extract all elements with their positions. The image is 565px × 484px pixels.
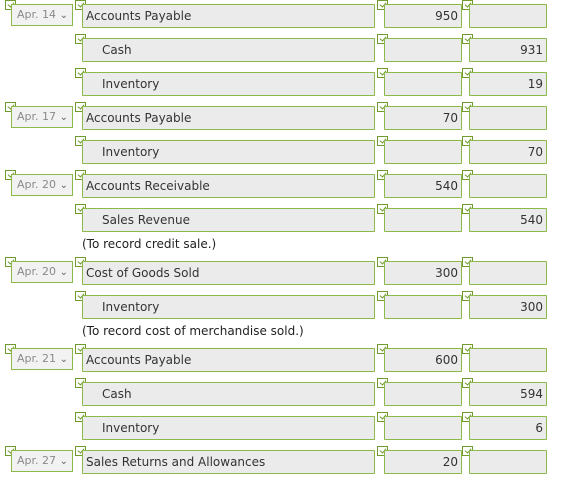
journal-row: Inventory 300 bbox=[0, 291, 565, 329]
credit-field[interactable]: 931 bbox=[469, 38, 547, 62]
account-field[interactable]: Accounts Payable bbox=[82, 106, 375, 130]
account-field[interactable]: Accounts Payable bbox=[82, 348, 375, 372]
debit-field[interactable]: 300 bbox=[384, 261, 462, 285]
date-value: Apr. 27 bbox=[17, 454, 57, 467]
debit-field[interactable]: 540 bbox=[384, 174, 462, 198]
credit-field[interactable] bbox=[469, 4, 547, 28]
date-select[interactable]: Apr. 27 ⌄ bbox=[11, 450, 73, 472]
journal-row: Cash 931 bbox=[0, 34, 565, 72]
credit-field[interactable] bbox=[469, 106, 547, 130]
debit-field[interactable] bbox=[384, 382, 462, 406]
debit-field[interactable] bbox=[384, 208, 462, 232]
journal-row: Apr. 20 ⌄ Cost of Goods Sold 300 bbox=[0, 257, 565, 295]
account-field[interactable]: Inventory bbox=[82, 416, 375, 440]
account-field[interactable]: Sales Revenue bbox=[82, 208, 375, 232]
credit-field[interactable] bbox=[469, 261, 547, 285]
date-select[interactable]: Apr. 21 ⌄ bbox=[11, 348, 73, 370]
entry-explanation: (To record cost of merchandise sold.) bbox=[82, 324, 304, 338]
chevron-down-icon: ⌄ bbox=[59, 267, 68, 278]
credit-field[interactable] bbox=[469, 348, 547, 372]
date-value: Apr. 20 bbox=[17, 265, 57, 278]
credit-field[interactable]: 300 bbox=[469, 295, 547, 319]
account-field[interactable]: Accounts Receivable bbox=[82, 174, 375, 198]
journal-row: Apr. 17 ⌄ Accounts Payable 70 bbox=[0, 102, 565, 140]
chevron-down-icon: ⌄ bbox=[59, 112, 68, 123]
journal-row: Inventory 6 bbox=[0, 412, 565, 450]
journal-row: Apr. 14 ⌄ Accounts Payable 950 bbox=[0, 0, 565, 38]
journal-row: Sales Revenue 540 bbox=[0, 204, 565, 242]
account-field[interactable]: Cash bbox=[82, 38, 375, 62]
debit-field[interactable]: 600 bbox=[384, 348, 462, 372]
account-field[interactable]: Cash bbox=[82, 382, 375, 406]
journal-row: Cash 594 bbox=[0, 378, 565, 416]
chevron-down-icon: ⌄ bbox=[59, 180, 68, 191]
account-field[interactable]: Cost of Goods Sold bbox=[82, 261, 375, 285]
credit-field[interactable]: 594 bbox=[469, 382, 547, 406]
date-select[interactable]: Apr. 20 ⌄ bbox=[11, 174, 73, 196]
date-select[interactable]: Apr. 14 ⌄ bbox=[11, 4, 73, 26]
chevron-down-icon: ⌄ bbox=[59, 10, 68, 21]
journal-row: Apr. 20 ⌄ Accounts Receivable 540 bbox=[0, 170, 565, 208]
credit-field[interactable]: 6 bbox=[469, 416, 547, 440]
debit-field[interactable]: 70 bbox=[384, 106, 462, 130]
chevron-down-icon: ⌄ bbox=[59, 456, 68, 467]
date-value: Apr. 14 bbox=[17, 8, 57, 21]
account-field[interactable]: Inventory bbox=[82, 72, 375, 96]
date-value: Apr. 21 bbox=[17, 352, 57, 365]
journal-row: Apr. 27 ⌄ Sales Returns and Allowances 20 bbox=[0, 446, 565, 484]
credit-field[interactable]: 19 bbox=[469, 72, 547, 96]
date-value: Apr. 17 bbox=[17, 110, 57, 123]
account-field[interactable]: Sales Returns and Allowances bbox=[82, 450, 375, 474]
date-value: Apr. 20 bbox=[17, 178, 57, 191]
debit-field[interactable] bbox=[384, 72, 462, 96]
credit-field[interactable]: 540 bbox=[469, 208, 547, 232]
chevron-down-icon: ⌄ bbox=[59, 354, 68, 365]
date-select[interactable]: Apr. 17 ⌄ bbox=[11, 106, 73, 128]
account-field[interactable]: Accounts Payable bbox=[82, 4, 375, 28]
journal-row: Inventory 70 bbox=[0, 136, 565, 174]
entry-explanation: (To record credit sale.) bbox=[82, 237, 217, 251]
debit-field[interactable] bbox=[384, 295, 462, 319]
credit-field[interactable]: 70 bbox=[469, 140, 547, 164]
debit-field[interactable]: 950 bbox=[384, 4, 462, 28]
debit-field[interactable] bbox=[384, 416, 462, 440]
debit-field[interactable] bbox=[384, 140, 462, 164]
debit-field[interactable]: 20 bbox=[384, 450, 462, 474]
account-field[interactable]: Inventory bbox=[82, 140, 375, 164]
account-field[interactable]: Inventory bbox=[82, 295, 375, 319]
date-select[interactable]: Apr. 20 ⌄ bbox=[11, 261, 73, 283]
journal-row: Inventory 19 bbox=[0, 68, 565, 106]
credit-field[interactable] bbox=[469, 174, 547, 198]
credit-field[interactable] bbox=[469, 450, 547, 474]
journal-row: Apr. 21 ⌄ Accounts Payable 600 bbox=[0, 344, 565, 382]
debit-field[interactable] bbox=[384, 38, 462, 62]
